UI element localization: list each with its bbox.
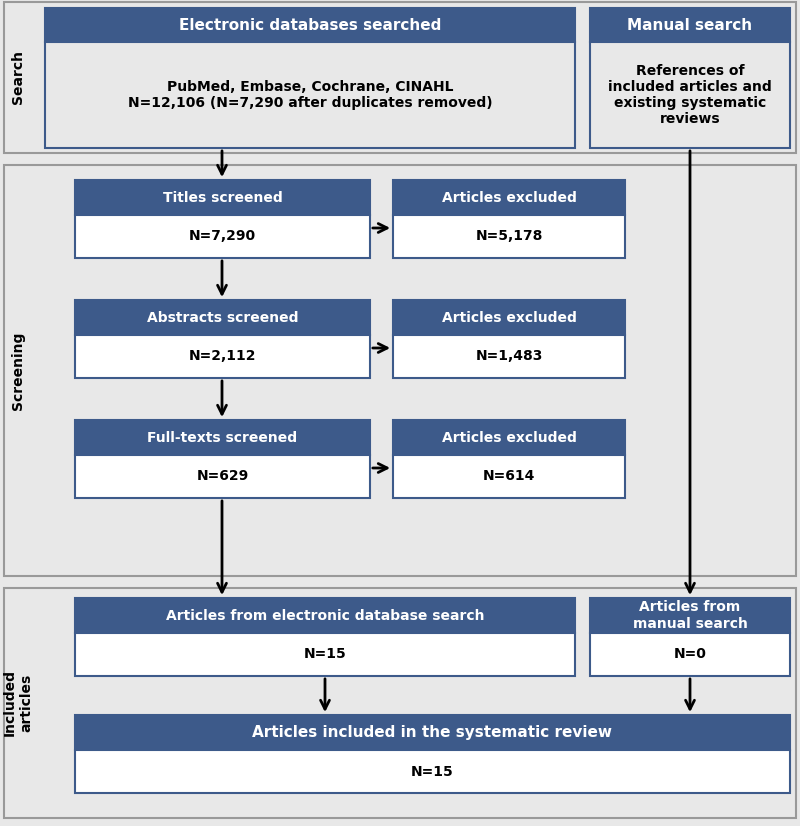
Text: N=1,483: N=1,483 (475, 349, 542, 363)
Text: Full-texts screened: Full-texts screened (147, 430, 298, 444)
Bar (393, 335, 625, 378)
Bar (75, 180, 370, 215)
Bar (75, 215, 370, 258)
Text: N=614: N=614 (483, 469, 535, 483)
Text: Abstracts screened: Abstracts screened (146, 311, 298, 325)
Text: Articles excluded: Articles excluded (442, 311, 577, 325)
Text: N=0: N=0 (674, 648, 706, 662)
Bar (393, 420, 625, 455)
Text: References of
included articles and
existing systematic
reviews: References of included articles and exis… (608, 64, 772, 126)
Bar (590, 8, 790, 42)
Bar (4, 588, 796, 818)
Bar (590, 633, 790, 676)
Bar (45, 8, 575, 42)
Text: Search: Search (11, 50, 25, 105)
Text: Screening: Screening (11, 331, 25, 410)
Text: Articles from
manual search: Articles from manual search (633, 601, 747, 630)
Text: Included
articles: Included articles (3, 670, 33, 737)
Bar (393, 215, 625, 258)
Bar (4, 2, 796, 153)
Text: N=15: N=15 (411, 765, 454, 778)
Bar (590, 42, 790, 148)
Bar (393, 455, 625, 498)
Bar (75, 715, 790, 750)
Text: N=15: N=15 (304, 648, 346, 662)
Bar (590, 598, 790, 633)
Text: N=5,178: N=5,178 (475, 230, 542, 244)
Bar (75, 335, 370, 378)
Text: Titles screened: Titles screened (162, 191, 282, 205)
Text: N=629: N=629 (196, 469, 249, 483)
Bar (4, 165, 796, 576)
Text: N=7,290: N=7,290 (189, 230, 256, 244)
Bar (45, 42, 575, 148)
Bar (75, 420, 370, 455)
Text: Articles from electronic database search: Articles from electronic database search (166, 609, 484, 623)
Text: N=2,112: N=2,112 (189, 349, 256, 363)
Bar (75, 750, 790, 793)
Bar (75, 633, 575, 676)
Text: Electronic databases searched: Electronic databases searched (179, 17, 441, 32)
Bar (393, 300, 625, 335)
Text: PubMed, Embase, Cochrane, CINAHL
N=12,106 (N=7,290 after duplicates removed): PubMed, Embase, Cochrane, CINAHL N=12,10… (128, 80, 492, 110)
Bar (75, 300, 370, 335)
Text: Articles excluded: Articles excluded (442, 191, 577, 205)
Text: Manual search: Manual search (627, 17, 753, 32)
Bar (75, 455, 370, 498)
Bar (75, 598, 575, 633)
Text: Articles included in the systematic review: Articles included in the systematic revi… (253, 725, 613, 740)
Text: Articles excluded: Articles excluded (442, 430, 577, 444)
Bar (393, 180, 625, 215)
